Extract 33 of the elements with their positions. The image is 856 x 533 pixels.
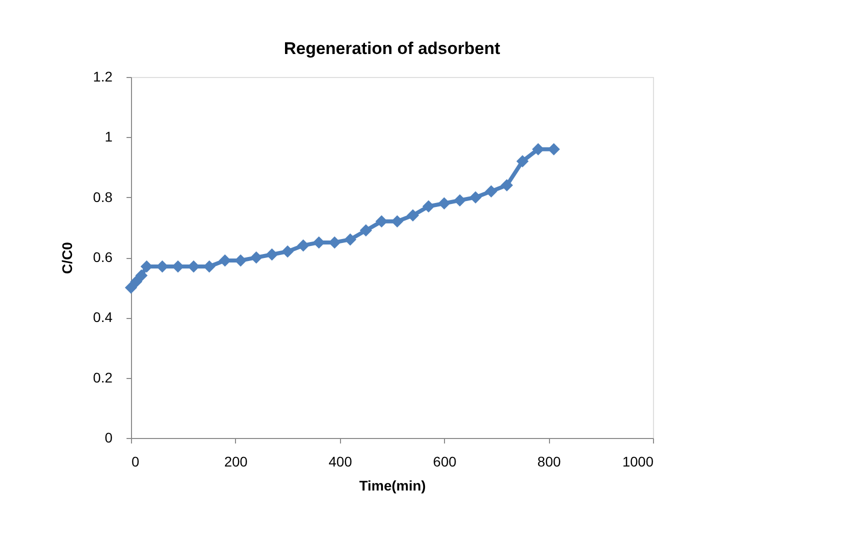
point <box>485 185 498 198</box>
point <box>500 179 513 192</box>
point <box>406 209 420 222</box>
y-tick-label: 0.8 <box>93 188 113 205</box>
y-tick-label: 1.2 <box>93 68 113 84</box>
point <box>438 197 450 210</box>
point <box>124 281 138 294</box>
point <box>250 251 262 264</box>
point <box>516 155 529 168</box>
point <box>360 224 372 237</box>
chart-title: Regeneration of adsorbent <box>284 39 500 58</box>
x-tick-label: 400 <box>328 454 352 470</box>
point <box>422 200 435 212</box>
point <box>391 215 404 228</box>
point <box>266 248 278 261</box>
x-tick-label: 800 <box>537 454 561 470</box>
x-axis-title: Time(min) <box>359 478 426 494</box>
point <box>297 239 310 252</box>
x-tick-label: 200 <box>224 454 248 470</box>
y-tick-label: 0.4 <box>93 309 113 326</box>
y-tick-label: 0.2 <box>93 369 113 386</box>
x-tick-label: 1000 <box>622 454 654 470</box>
x-tick-label: 600 <box>433 454 457 470</box>
point <box>344 233 356 246</box>
point <box>469 191 482 204</box>
y-tick-label: 1 <box>104 128 113 145</box>
y-axis-title: C/C0 <box>59 242 76 274</box>
point <box>135 269 148 282</box>
x-tick-label: 0 <box>132 454 140 470</box>
y-tick-label: 0.6 <box>93 249 113 265</box>
y-tick-label: 0 <box>104 430 113 446</box>
point <box>281 245 294 258</box>
point <box>454 194 466 206</box>
